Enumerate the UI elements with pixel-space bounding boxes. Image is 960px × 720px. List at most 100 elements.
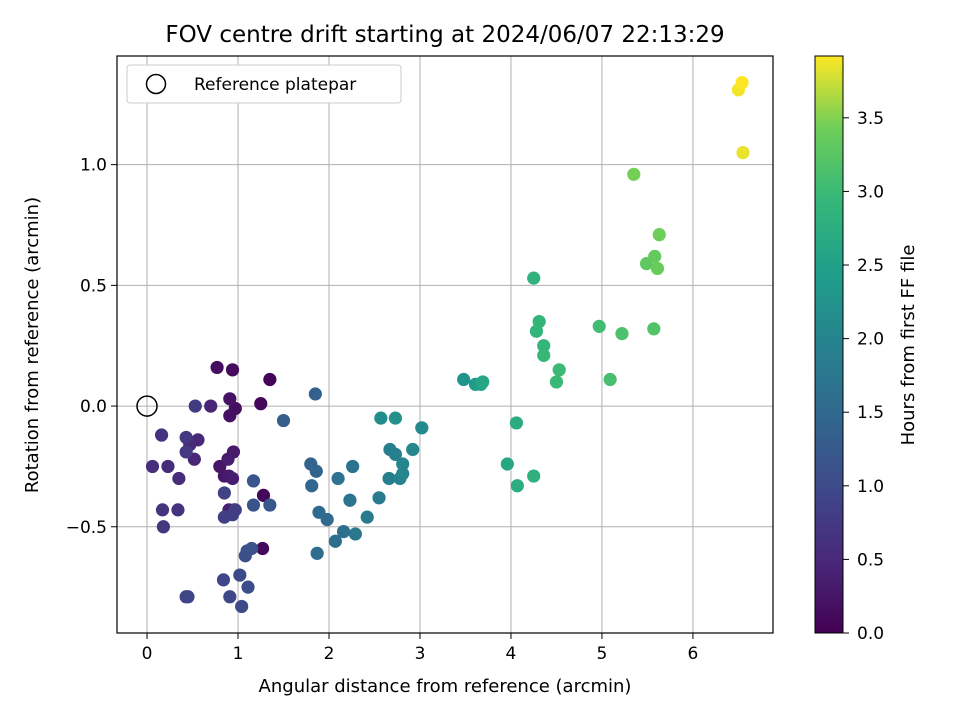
data-point [648,249,662,263]
data-points [145,75,750,614]
data-point [331,471,345,486]
data-point [308,387,322,401]
data-point [155,503,170,517]
data-point [228,503,242,517]
data-point [346,459,360,474]
data-point [256,488,271,502]
colorbar-ticks: 0.0 0.5 1.0 1.5 2.0 2.5 3.0 3.5 [843,109,884,644]
data-point [374,411,388,425]
colorbar-tick-label: 2.0 [857,330,884,350]
y-tick-label: −0.5 [66,518,107,538]
data-point [254,397,268,411]
data-point [225,363,240,377]
x-tick-label: 0 [142,644,153,664]
data-point [388,447,403,461]
data-point [210,360,224,375]
colorbar-label: Hours from first FF file [898,245,919,446]
data-point [241,580,255,594]
data-point [156,520,171,534]
data-point [476,375,490,389]
data-point [188,399,202,413]
colorbar-tick-label: 3.5 [857,109,884,129]
data-point [652,228,666,242]
data-point [396,467,410,481]
data-point [372,491,386,505]
reference-marker-layer [136,395,158,417]
data-point [509,416,524,430]
data-point [305,479,319,493]
data-point [223,409,237,423]
data-point [527,469,541,483]
data-point [179,445,193,459]
data-point [549,375,564,389]
data-point [223,392,237,406]
data-point [217,486,231,500]
data-point [263,498,277,512]
data-point [221,452,235,466]
x-tick-label: 4 [506,644,517,664]
data-point [225,471,240,486]
data-point [415,421,429,435]
data-point [537,348,551,362]
x-tick-label: 6 [688,644,699,664]
data-point [161,459,175,474]
data-point [510,479,524,493]
y-tick-label: 0.0 [80,397,107,417]
x-tick-label: 3 [415,644,426,664]
data-point [179,430,193,445]
data-point [388,411,403,425]
data-point [309,464,323,478]
y-tick-label: 0.5 [80,276,107,296]
data-point [216,573,231,587]
x-axis-label: Angular distance from reference (arcmin) [259,676,632,697]
data-point [223,590,237,604]
data-point [537,339,551,353]
y-tick-label: 1.0 [80,156,107,176]
data-point [246,498,261,512]
x-tick-label: 1 [233,644,244,664]
data-point [336,525,351,539]
legend-label: Reference platepar [194,75,356,95]
y-axis-ticks: −0.5 0.0 0.5 1.0 [66,156,117,538]
data-point [233,568,247,582]
data-point [276,413,291,428]
x-axis-ticks: 0 1 2 3 4 5 6 [142,633,699,664]
data-point [154,428,169,442]
data-point [181,590,195,604]
data-point [246,474,261,488]
colorbar-tick-label: 0.5 [857,550,884,570]
legend: Reference platepar [126,64,402,104]
data-point [406,442,420,457]
data-point [592,319,606,333]
data-point [360,510,374,524]
data-point [255,541,270,556]
data-point [647,322,661,336]
data-point [735,75,749,90]
data-point [552,363,566,377]
colorbar-tick-label: 3.0 [857,182,884,202]
data-point [328,534,342,548]
reference-platepar-marker [136,395,158,417]
x-tick-label: 2 [324,644,335,664]
data-point [396,457,410,471]
data-point [457,372,471,387]
data-point [320,512,334,527]
data-point [343,493,357,507]
legend-box [126,64,402,104]
data-point [382,471,396,486]
grid-lines [117,56,773,633]
data-point [145,459,160,474]
y-axis-label: Rotation from reference (arcmin) [22,197,43,493]
data-point [217,510,231,524]
plot-frame [116,55,774,634]
data-point [263,372,277,387]
data-point [527,271,541,285]
data-point [310,546,324,560]
data-point [736,145,750,160]
data-point [171,503,185,517]
data-point [615,327,629,341]
data-point [204,399,218,413]
colorbar-tick-label: 2.5 [857,256,884,276]
data-point [603,372,617,387]
